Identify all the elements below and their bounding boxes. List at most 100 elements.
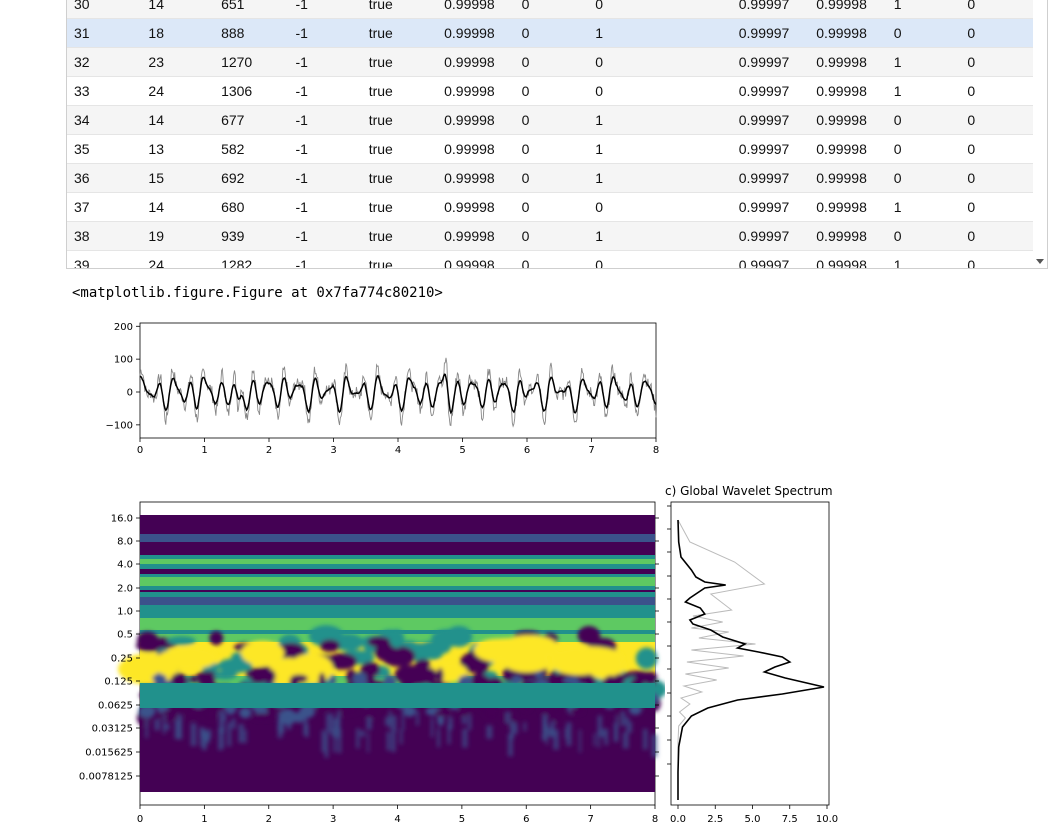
table-cell: 0.99997 [738,199,790,215]
power-streak [324,733,329,758]
table-row[interactable]: 37 14 680 -1 true 0.99998 0 0 0.99997 0.99998 1 0 [67,193,1033,222]
power-blob [319,639,341,652]
scroll-down-arrow-icon[interactable] [1036,259,1044,264]
table-cell: 0 [521,0,530,12]
table-cell: 0.99997 [738,257,790,269]
power-streak [386,731,391,751]
x-tick-label: 4 [395,445,401,456]
table-cell: true [368,141,393,157]
power-streak [367,732,370,753]
table-cell: 0.99998 [444,141,495,157]
table-cell: 0 [893,170,902,186]
table-cell: 0 [521,257,530,269]
table-row[interactable]: 35 13 582 -1 true 0.99998 0 1 0.99997 0.99998 0 0 [67,135,1033,164]
power-blob [250,671,267,684]
table-cell: 0.99998 [444,112,495,128]
y-tick-label: 200 [114,322,133,333]
power-streak [360,730,365,737]
table-cell: 0 [521,112,530,128]
table-cell: 24 [148,257,164,269]
table-cell: 692 [221,170,245,186]
power-streak [303,716,308,736]
y-tick-label: 0.5 [117,630,133,641]
table-cell: 0.99998 [816,25,867,41]
power-blob [367,636,391,648]
table-cell: 1 [893,257,902,269]
power-blob [414,659,431,672]
y-tick-label: 0.25 [111,654,133,665]
table-cell: 18 [148,25,164,41]
power-band [140,545,655,551]
power-streak [391,731,396,752]
power-streak [223,714,227,722]
table-cell: 0.99998 [444,25,495,41]
table-cell: 0 [595,54,603,70]
table-row[interactable]: 30 14 651 -1 true 0.99998 0 0 0.99997 0.99998 1 0 [67,0,1033,19]
table-cell: true [368,228,393,244]
power-streak [547,727,554,737]
table-row[interactable]: 33 24 1306 -1 true 0.99998 0 0 0.99997 0.99998 1 0 [67,77,1033,106]
dataframe-output[interactable]: 30 14 651 -1 true 0.99998 0 0 0.99997 0.99998 1 0 31… [66,0,1048,269]
power-peak [157,648,216,670]
power-blob [563,676,580,685]
table-cell: 31 [74,25,90,41]
power-streak [401,710,405,731]
y-tick-label: −100 [106,420,133,431]
table-cell: -1 [295,54,308,70]
table-cell: 0 [521,25,530,41]
vertical-scrollbar[interactable] [1033,0,1047,268]
x-tick-label: 0 [137,814,143,825]
table-cell: 0.99998 [444,0,495,12]
table-row[interactable]: 32 23 1270 -1 true 0.99998 0 0 0.99997 0.99998 1 0 [67,47,1033,77]
time-series-plot: 0 1 2 3 4 5 6 7 8 200 100 0 −100 [106,322,660,456]
dataframe-table: 30 14 651 -1 true 0.99998 0 0 0.99997 0.99998 1 0 31… [67,0,1033,269]
power-streak [626,721,633,733]
table-row[interactable]: 39 24 1282 -1 true 0.99998 0 0 0.99997 0.99998 1 0 [67,251,1033,269]
table-cell: -1 [295,112,308,128]
x-tick-label: 6 [523,814,529,825]
table-cell: 0.99997 [738,141,790,157]
x-tick-label: 8 [652,814,658,825]
power-streak [437,731,440,746]
power-streak [221,727,225,749]
table-row[interactable]: 34 14 677 -1 true 0.99998 0 1 0.99997 0.99998 0 0 [67,105,1033,135]
table-cell: 0 [967,112,976,128]
global-spectrum-line [677,519,825,800]
power-blob [569,707,585,715]
power-streak [238,724,244,743]
table-cell: 1270 [221,54,253,70]
power-streak [545,724,549,745]
power-streak [332,718,337,738]
x-tick-label: 7 [588,445,594,456]
table-cell: 0 [893,228,902,244]
x-tick-label: 5 [459,814,465,825]
power-blob [166,636,196,646]
global-wavelet-spectrum-plot: c) Global Wavelet Spectrum 0.0 2.5 5.0 7.5 1… [665,484,838,825]
y-tick-label: 16.0 [111,514,133,525]
table-row[interactable]: 31 18 888 -1 true 0.99998 0 1 0.99997 0.99998 0 0 [67,18,1033,48]
table-cell: 1 [893,54,902,70]
table-cell: 0 [595,257,603,269]
power-streak [331,713,334,737]
table-cell: 0 [893,141,902,157]
power-streak [622,732,629,749]
power-streak [399,729,403,745]
power-blob [327,653,358,670]
table-cell: 13 [148,141,164,157]
table-cell: 1 [893,0,902,12]
table-cell: 0.99998 [444,54,495,70]
power-streak [509,720,514,740]
x-tick-label: 8 [653,445,659,456]
table-row[interactable]: 38 19 939 -1 true 0.99998 0 1 0.99997 0.99998 0 0 [67,221,1033,251]
power-streak [597,715,603,737]
table-cell: 0 [967,141,976,157]
power-streak [430,717,434,738]
power-streak [523,722,527,732]
table-cell: true [368,170,393,186]
table-row[interactable]: 36 15 692 -1 true 0.99998 0 1 0.99997 0.99998 0 0 [67,163,1033,193]
power-streak [218,710,225,733]
gws-title: c) Global Wavelet Spectrum [665,484,833,498]
power-blob [635,647,658,670]
x-tick-label: 5 [459,445,465,456]
table-cell: 0.99998 [816,54,867,70]
